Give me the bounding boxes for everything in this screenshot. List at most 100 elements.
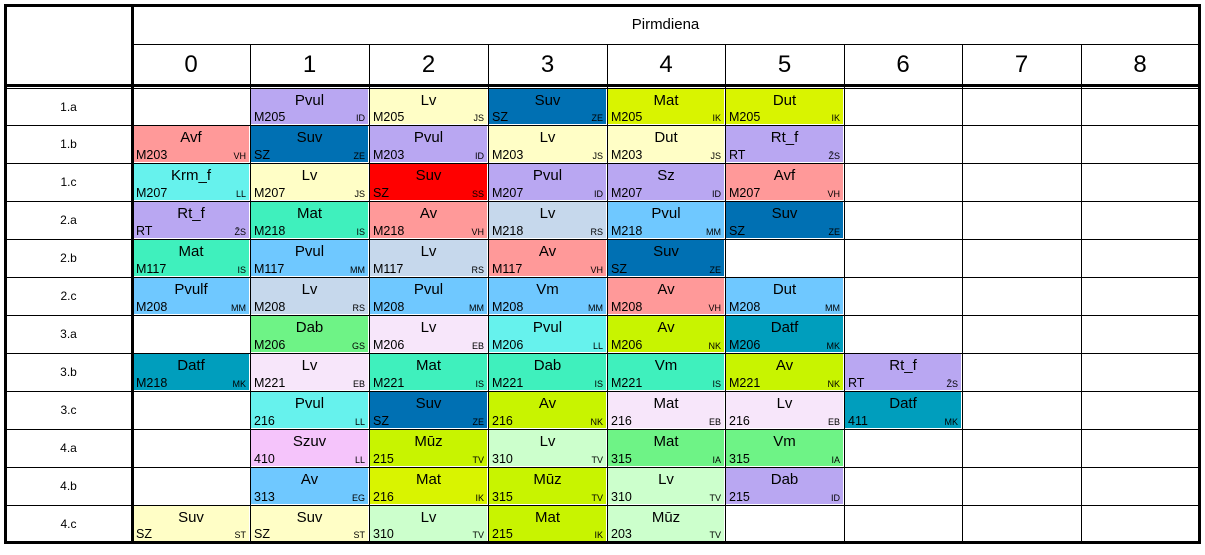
- lesson-room: M117: [492, 262, 523, 276]
- lesson-teacher: GS: [351, 341, 365, 351]
- lesson-cell[interactable]: M203 Lv JS: [489, 126, 606, 162]
- lesson-cell[interactable]: M207 Sz ID: [608, 164, 724, 200]
- lesson-cell[interactable]: SZ Suv ST: [251, 506, 368, 541]
- lesson-room: M218: [492, 224, 524, 238]
- lesson-room: M203: [136, 148, 168, 162]
- lesson-cell[interactable]: M203 Dut JS: [608, 126, 724, 162]
- lesson-teacher: JS: [592, 151, 603, 161]
- lesson-cell[interactable]: M221 Dab IS: [489, 354, 606, 390]
- lesson-cell[interactable]: 310 Lv TV: [370, 506, 487, 541]
- lesson-room: M221: [373, 376, 405, 390]
- lesson-cell[interactable]: M208 Lv RS: [251, 278, 368, 314]
- lesson-cell[interactable]: M208 Av VH: [608, 278, 724, 314]
- lesson-cell[interactable]: RT Rt_f ŽS: [726, 126, 843, 162]
- lesson-cell[interactable]: M218 Pvul MM: [608, 202, 724, 238]
- lesson-cell[interactable]: M206 Datf MK: [726, 316, 843, 352]
- lesson-room: SZ: [254, 527, 270, 541]
- lesson-cell[interactable]: RT Rt_f ŽS: [845, 354, 961, 390]
- lesson-cell[interactable]: M203 Avf VH: [133, 126, 249, 162]
- lesson-cell[interactable]: M205 Pvul ID: [251, 89, 368, 124]
- lesson-cell[interactable]: SZ Suv ZE: [726, 202, 843, 238]
- lesson-subject: Suv: [653, 243, 679, 260]
- lesson-teacher: IK: [475, 493, 484, 503]
- lesson-room: RT: [848, 376, 865, 390]
- lesson-cell[interactable]: 216 Mat IK: [370, 468, 487, 504]
- class-label: 3.a: [60, 327, 77, 341]
- lesson-cell[interactable]: M218 Lv RS: [489, 202, 606, 238]
- lesson-cell[interactable]: 313 Av EG: [251, 468, 368, 504]
- lesson-cell[interactable]: 216 Mat EB: [608, 392, 724, 428]
- lesson-cell[interactable]: M207 Avf VH: [726, 164, 843, 200]
- lesson-cell[interactable]: SZ Suv ZE: [251, 126, 368, 162]
- lesson-cell[interactable]: 216 Av NK: [489, 392, 606, 428]
- lesson-cell[interactable]: M205 Lv JS: [370, 89, 487, 124]
- lesson-cell[interactable]: M117 Lv RS: [370, 240, 487, 276]
- lesson-cell[interactable]: 215 Mat IK: [489, 506, 606, 541]
- lesson-cell[interactable]: SZ Suv ZE: [489, 89, 606, 124]
- lesson-cell[interactable]: 216 Pvul LL: [251, 392, 368, 428]
- grid-line: [1081, 44, 1082, 543]
- lesson-cell[interactable]: M206 Lv EB: [370, 316, 487, 352]
- lesson-cell[interactable]: 216 Lv EB: [726, 392, 843, 428]
- lesson-cell[interactable]: M205 Mat IK: [608, 89, 724, 124]
- lesson-cell[interactable]: M218 Datf MK: [133, 354, 249, 390]
- lesson-cell[interactable]: 411 Datf MK: [845, 392, 961, 428]
- lesson-cell[interactable]: 215 Dab ID: [726, 468, 843, 504]
- lesson-cell[interactable]: SZ Suv ZE: [370, 392, 487, 428]
- grid-line: [5, 315, 1201, 316]
- lesson-cell[interactable]: M221 Av NK: [726, 354, 843, 390]
- lesson-cell[interactable]: 410 Szuv LL: [251, 430, 368, 466]
- lesson-room: M218: [136, 376, 168, 390]
- lesson-cell[interactable]: 315 Mūz TV: [489, 468, 606, 504]
- lesson-cell[interactable]: M117 Av VH: [489, 240, 606, 276]
- lesson-subject: Suv: [178, 509, 204, 526]
- lesson-room: SZ: [373, 186, 389, 200]
- lesson-room: M218: [611, 224, 643, 238]
- lesson-cell[interactable]: M208 Dut MM: [726, 278, 843, 314]
- lesson-cell[interactable]: M203 Pvul ID: [370, 126, 487, 162]
- lesson-cell[interactable]: M221 Mat IS: [370, 354, 487, 390]
- lesson-cell[interactable]: SZ Suv SS: [370, 164, 487, 200]
- lesson-cell[interactable]: M221 Lv EB: [251, 354, 368, 390]
- class-label: 1.c: [60, 175, 77, 189]
- lesson-subject: Lv: [776, 395, 793, 412]
- lesson-teacher: EG: [351, 493, 365, 503]
- lesson-cell[interactable]: M206 Dab GS: [251, 316, 368, 352]
- lesson-cell[interactable]: SZ Suv ST: [133, 506, 249, 541]
- lesson-cell[interactable]: M207 Lv JS: [251, 164, 368, 200]
- lesson-cell[interactable]: RT Rt_f ŽS: [133, 202, 249, 238]
- lesson-subject: Pvul: [413, 281, 444, 298]
- lesson-cell[interactable]: SZ Suv ZE: [608, 240, 724, 276]
- lesson-cell[interactable]: M218 Mat IS: [251, 202, 368, 238]
- lesson-room: M207: [492, 186, 524, 200]
- lesson-cell[interactable]: M207 Krm_f LL: [133, 164, 249, 200]
- lesson-cell[interactable]: 203 Mūz TV: [608, 506, 724, 541]
- lesson-cell[interactable]: M117 Pvul MM: [251, 240, 368, 276]
- lesson-teacher: ŽS: [234, 227, 246, 237]
- grid-line: [250, 44, 251, 543]
- lesson-cell[interactable]: 315 Vm IA: [726, 430, 843, 466]
- lesson-cell[interactable]: M207 Pvul ID: [489, 164, 606, 200]
- lesson-cell[interactable]: M206 Av NK: [608, 316, 724, 352]
- lesson-cell[interactable]: M221 Vm IS: [608, 354, 724, 390]
- lesson-cell[interactable]: M208 Vm MM: [489, 278, 606, 314]
- lesson-subject: Mat: [296, 205, 322, 222]
- lesson-cell[interactable]: M208 Pvulf MM: [133, 278, 249, 314]
- lesson-room: M206: [729, 338, 761, 352]
- lesson-room: M205: [729, 110, 761, 124]
- lesson-cell[interactable]: M208 Pvul MM: [370, 278, 487, 314]
- lesson-cell[interactable]: 310 Lv TV: [489, 430, 606, 466]
- lesson-cell[interactable]: 310 Lv TV: [608, 468, 724, 504]
- lesson-subject: Lv: [420, 319, 437, 336]
- lesson-room: SZ: [611, 262, 627, 276]
- lesson-cell[interactable]: 315 Mat IA: [608, 430, 724, 466]
- lesson-cell[interactable]: M218 Av VH: [370, 202, 487, 238]
- grid-line: [5, 84, 1201, 87]
- lesson-cell[interactable]: 215 Mūz TV: [370, 430, 487, 466]
- lesson-cell[interactable]: M206 Pvul LL: [489, 316, 606, 352]
- lesson-teacher: ZE: [353, 151, 365, 161]
- lesson-room: 216: [611, 414, 632, 428]
- lesson-cell[interactable]: M205 Dut IK: [726, 89, 843, 124]
- lesson-teacher: ID: [831, 493, 840, 503]
- lesson-cell[interactable]: M117 Mat IS: [133, 240, 249, 276]
